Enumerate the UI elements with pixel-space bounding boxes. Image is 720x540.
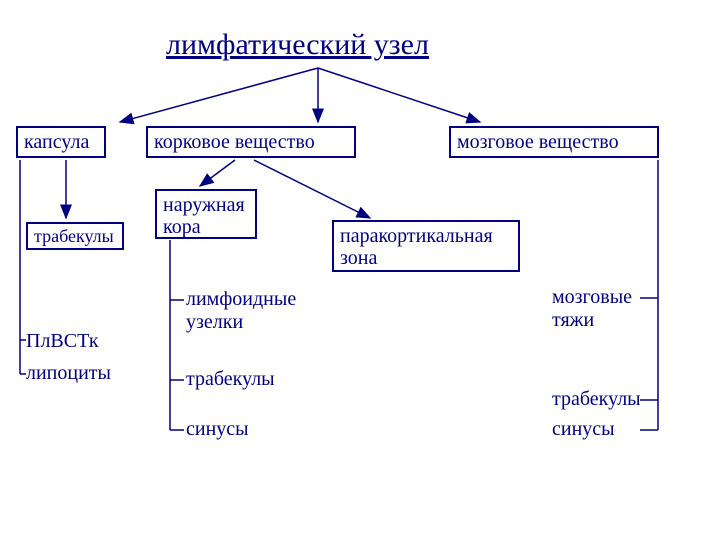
- label-lipocytes: липоциты: [26, 362, 111, 385]
- node-medulla: мозговое вещество: [449, 126, 659, 158]
- label-plvstk: ПлВСТк: [26, 330, 99, 353]
- diagram-canvas: лимфатический узел капсула корковое веще…: [0, 0, 720, 540]
- diagram-title: лимфатический узел: [166, 28, 429, 62]
- node-cortex: корковое вещество: [146, 126, 356, 158]
- node-capsule: капсула: [16, 126, 106, 158]
- label-trabeculae-cortex: трабекулы: [186, 368, 275, 391]
- node-trabeculae-capsule: трабекулы: [26, 222, 124, 250]
- label-sinuses-cortex: синусы: [186, 418, 249, 441]
- label-sinuses-medulla: синусы: [552, 418, 615, 441]
- node-outer-cortex: наружнаякора: [155, 189, 257, 239]
- label-trabeculae-medulla: трабекулы: [552, 388, 641, 411]
- label-lymphoid-nodules: лимфоидныеузелки: [186, 288, 296, 334]
- label-medullary-cords: мозговыетяжи: [552, 286, 632, 332]
- node-paracortical-zone: паракортикальная зона: [332, 220, 520, 272]
